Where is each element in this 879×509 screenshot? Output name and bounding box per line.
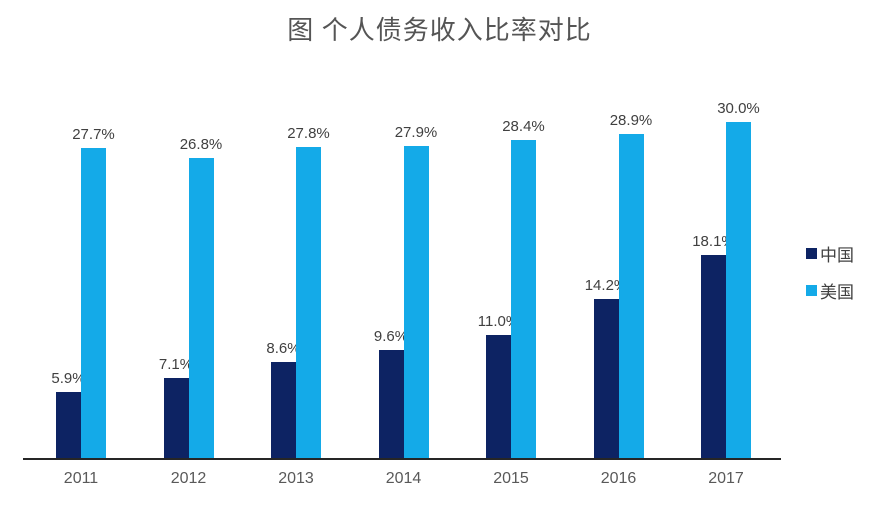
legend-item-usa: 美国 xyxy=(806,280,854,302)
china-bar-2013 xyxy=(271,362,296,458)
usa-value-label-2015: 28.4% xyxy=(502,118,545,135)
usa-bar-2013 xyxy=(296,147,321,458)
china-bar-2016 xyxy=(593,299,619,458)
china-value-label-2011: 5.9% xyxy=(51,370,86,387)
china-value-label-2017: 18.1% xyxy=(692,233,735,250)
x-tick-2017: 2017 xyxy=(708,470,744,487)
china-bar-2014 xyxy=(378,350,404,458)
chart-title: 图 个人债务收入比率对比 xyxy=(287,16,592,45)
legend-label-china: 中国 xyxy=(820,245,854,265)
china-value-label-2014: 9.6% xyxy=(373,328,409,345)
china-bar-2017 xyxy=(701,255,726,458)
china-bar-2012 xyxy=(163,378,189,458)
legend-marker-usa-icon xyxy=(806,284,817,296)
china-value-label-2016: 14.2% xyxy=(584,277,628,294)
legend-item-china: 中国 xyxy=(806,243,854,265)
usa-value-label-2013: 27.8% xyxy=(287,125,330,142)
usa-value-label-2014: 27.9% xyxy=(394,124,438,141)
china-bar-2015 xyxy=(486,335,511,458)
usa-bar-2015 xyxy=(511,140,536,458)
x-tick-2012: 2012 xyxy=(170,470,207,487)
usa-bar-2014 xyxy=(403,146,429,458)
x-tick-2013: 2013 xyxy=(278,470,314,487)
usa-bar-2017 xyxy=(726,122,751,458)
legend-marker-china-icon xyxy=(806,247,817,259)
usa-value-label-2011: 27.7% xyxy=(72,126,115,143)
x-tick-2015: 2015 xyxy=(493,470,529,487)
x-tick-2014: 2014 xyxy=(385,470,422,487)
china-bar-2011 xyxy=(56,392,81,458)
usa-value-label-2012: 26.8% xyxy=(179,136,223,153)
usa-bar-2012 xyxy=(188,158,214,458)
x-tick-2016: 2016 xyxy=(600,470,637,487)
usa-bar-2016 xyxy=(618,134,644,458)
china-value-label-2012: 7.1% xyxy=(158,356,194,373)
plot-area: 5.9% 27.7% 2011 7.1% 26.8% 2012 8.6% 27.8% 2013 9… xyxy=(23,70,781,487)
legend-label-usa: 美国 xyxy=(820,282,854,302)
usa-bar-2011 xyxy=(81,148,106,458)
china-value-label-2013: 8.6% xyxy=(266,340,301,357)
usa-value-label-2016: 28.9% xyxy=(609,112,653,129)
legend: 中国 美国 xyxy=(806,243,854,317)
usa-value-label-2017: 30.0% xyxy=(717,100,760,117)
china-value-label-2015: 11.0% xyxy=(477,313,520,330)
x-tick-2011: 2011 xyxy=(63,470,99,487)
